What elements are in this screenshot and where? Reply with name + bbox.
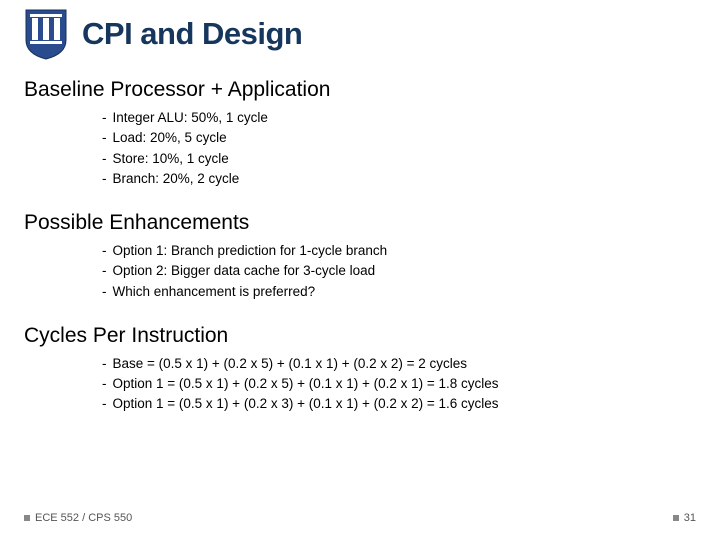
list-item: -Option 1: Branch prediction for 1-cycle… bbox=[102, 241, 696, 261]
list-item: -Option 2: Bigger data cache for 3-cycle… bbox=[102, 261, 696, 281]
slide-footer: ECE 552 / CPS 550 31 bbox=[24, 512, 696, 524]
list-item: -Option 1 = (0.5 x 1) + (0.2 x 3) + (0.1… bbox=[102, 394, 696, 414]
list-item: -Integer ALU: 50%, 1 cycle bbox=[102, 108, 696, 128]
list-item: -Load: 20%, 5 cycle bbox=[102, 128, 696, 148]
section-heading: Possible Enhancements bbox=[24, 211, 696, 235]
section-0: Baseline Processor + Application -Intege… bbox=[24, 78, 696, 189]
bullet-list: -Base = (0.5 x 1) + (0.2 x 5) + (0.1 x 1… bbox=[24, 354, 696, 415]
footer-right: 31 bbox=[673, 512, 696, 524]
university-shield-logo bbox=[24, 8, 68, 60]
list-item-text: Option 2: Bigger data cache for 3-cycle … bbox=[113, 261, 376, 281]
list-item-text: Load: 20%, 5 cycle bbox=[113, 128, 227, 148]
list-item-text: Store: 10%, 1 cycle bbox=[113, 149, 229, 169]
list-item-text: Base = (0.5 x 1) + (0.2 x 5) + (0.1 x 1)… bbox=[113, 354, 468, 374]
bullet-list: -Integer ALU: 50%, 1 cycle -Load: 20%, 5… bbox=[24, 108, 696, 189]
bullet-list: -Option 1: Branch prediction for 1-cycle… bbox=[24, 241, 696, 302]
list-item-text: Integer ALU: 50%, 1 cycle bbox=[113, 108, 268, 128]
list-item-text: Option 1: Branch prediction for 1-cycle … bbox=[113, 241, 388, 261]
section-heading: Baseline Processor + Application bbox=[24, 78, 696, 102]
course-code: ECE 552 / CPS 550 bbox=[35, 512, 132, 524]
list-item: -Which enhancement is preferred? bbox=[102, 282, 696, 302]
section-1: Possible Enhancements -Option 1: Branch … bbox=[24, 211, 696, 302]
list-item: -Option 1 = (0.5 x 1) + (0.2 x 5) + (0.1… bbox=[102, 374, 696, 394]
list-item-text: Option 1 = (0.5 x 1) + (0.2 x 3) + (0.1 … bbox=[113, 394, 499, 414]
list-item: -Base = (0.5 x 1) + (0.2 x 5) + (0.1 x 1… bbox=[102, 354, 696, 374]
list-item: -Branch: 20%, 2 cycle bbox=[102, 169, 696, 189]
section-heading: Cycles Per Instruction bbox=[24, 324, 696, 348]
slide-header: CPI and Design bbox=[24, 8, 696, 60]
list-item-text: Option 1 = (0.5 x 1) + (0.2 x 5) + (0.1 … bbox=[113, 374, 499, 394]
slide-title: CPI and Design bbox=[82, 16, 302, 52]
section-2: Cycles Per Instruction -Base = (0.5 x 1)… bbox=[24, 324, 696, 415]
list-item: -Store: 10%, 1 cycle bbox=[102, 149, 696, 169]
page-number: 31 bbox=[684, 512, 696, 524]
footer-left: ECE 552 / CPS 550 bbox=[24, 512, 132, 524]
list-item-text: Branch: 20%, 2 cycle bbox=[113, 169, 240, 189]
list-item-text: Which enhancement is preferred? bbox=[113, 282, 316, 302]
